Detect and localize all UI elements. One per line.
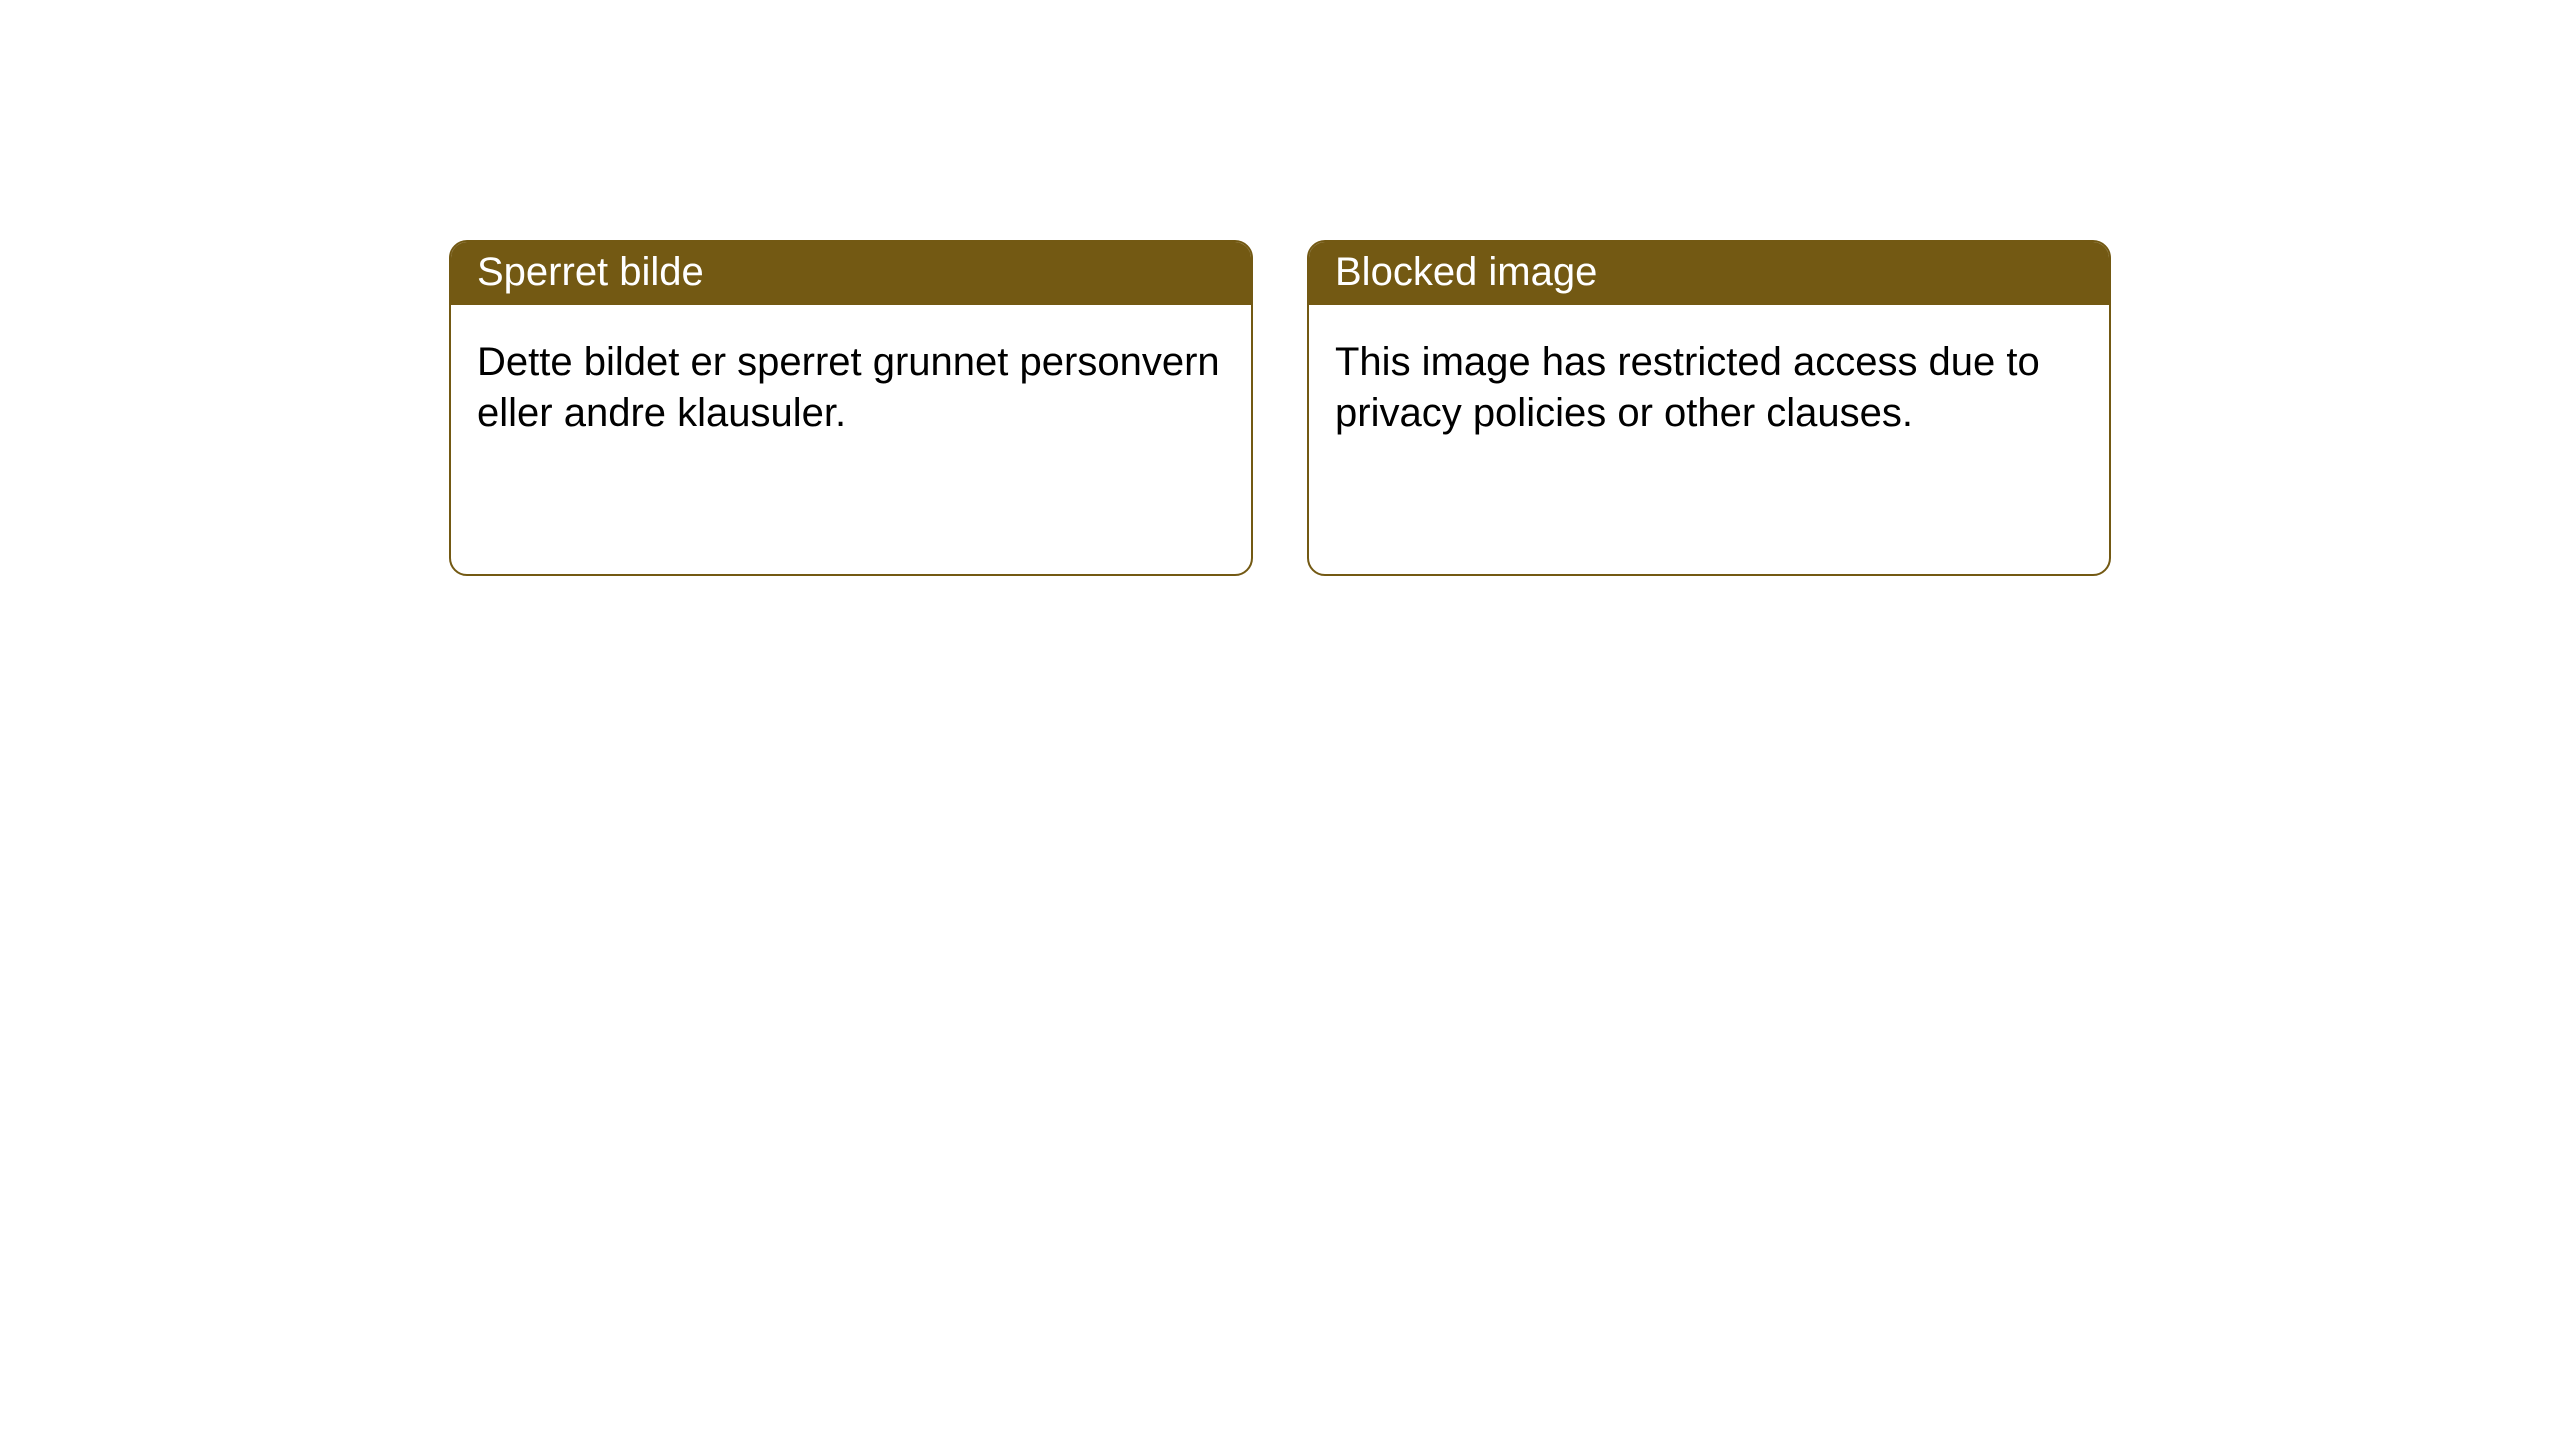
notice-message: This image has restricted access due to … — [1335, 340, 2040, 435]
notice-title: Blocked image — [1335, 250, 1597, 294]
notice-message: Dette bildet er sperret grunnet personve… — [477, 340, 1220, 435]
notice-header: Sperret bilde — [451, 242, 1251, 305]
notice-header: Blocked image — [1309, 242, 2109, 305]
notice-card-english: Blocked image This image has restricted … — [1307, 240, 2111, 576]
notice-body: This image has restricted access due to … — [1309, 305, 2109, 471]
notice-card-norwegian: Sperret bilde Dette bildet er sperret gr… — [449, 240, 1253, 576]
notice-container: Sperret bilde Dette bildet er sperret gr… — [449, 240, 2111, 1440]
notice-body: Dette bildet er sperret grunnet personve… — [451, 305, 1251, 471]
notice-title: Sperret bilde — [477, 250, 704, 294]
